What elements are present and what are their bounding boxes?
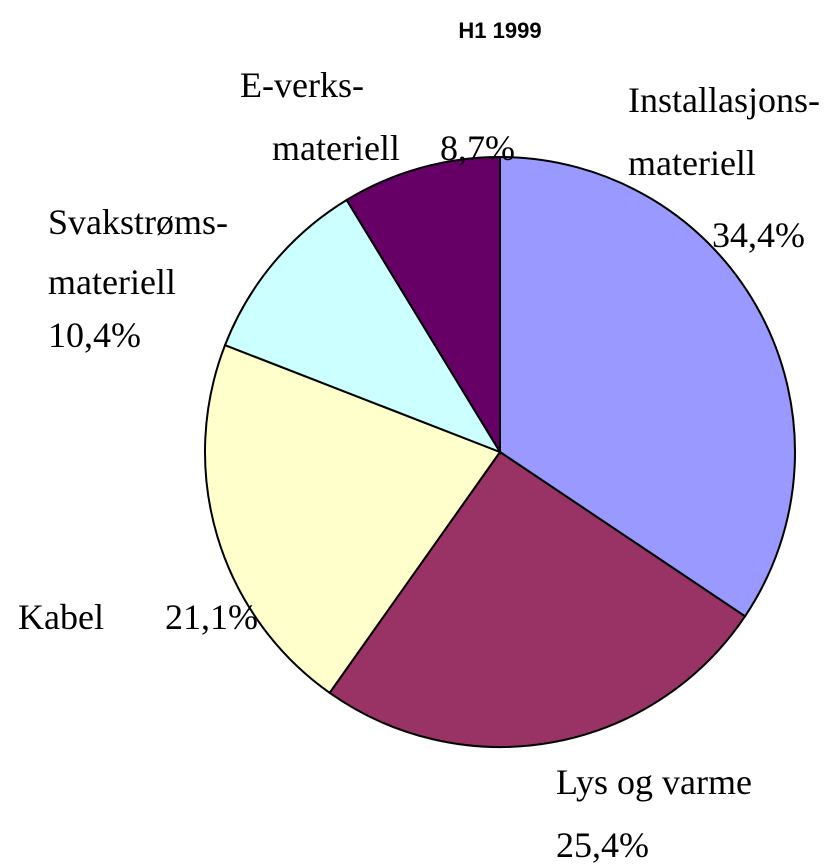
pie-slice — [223, 198, 503, 455]
label-line: materiell — [48, 262, 176, 302]
pie-slice — [328, 450, 747, 748]
pie-slice — [499, 155, 796, 618]
label-line: Svakstrøms- — [48, 202, 228, 242]
label-line: materiell — [628, 143, 756, 183]
chart-title: H1 1999 — [458, 18, 541, 43]
value-label: 34,4% — [712, 215, 805, 255]
category-label: Lys og varme — [556, 762, 752, 802]
label-line: Lys og varme — [556, 762, 752, 802]
label-line: Kabel — [18, 597, 104, 637]
value-label: 8,7% — [440, 128, 515, 168]
value-label: 25,4% — [556, 825, 649, 865]
label-line: E-verks- — [240, 65, 364, 105]
category-label: Installasjons-materiell — [628, 80, 820, 183]
value-label: 10,4% — [48, 315, 141, 355]
label-line: materiell — [272, 128, 400, 168]
category-label: Kabel — [18, 597, 104, 637]
value-label: 21,1% — [165, 597, 258, 637]
label-line: Installasjons- — [628, 80, 820, 120]
pie-slice — [345, 155, 501, 456]
pie-slice — [204, 343, 502, 695]
category-label: E-verks-materiell — [240, 65, 400, 168]
category-label: Svakstrøms-materiell — [48, 202, 228, 302]
